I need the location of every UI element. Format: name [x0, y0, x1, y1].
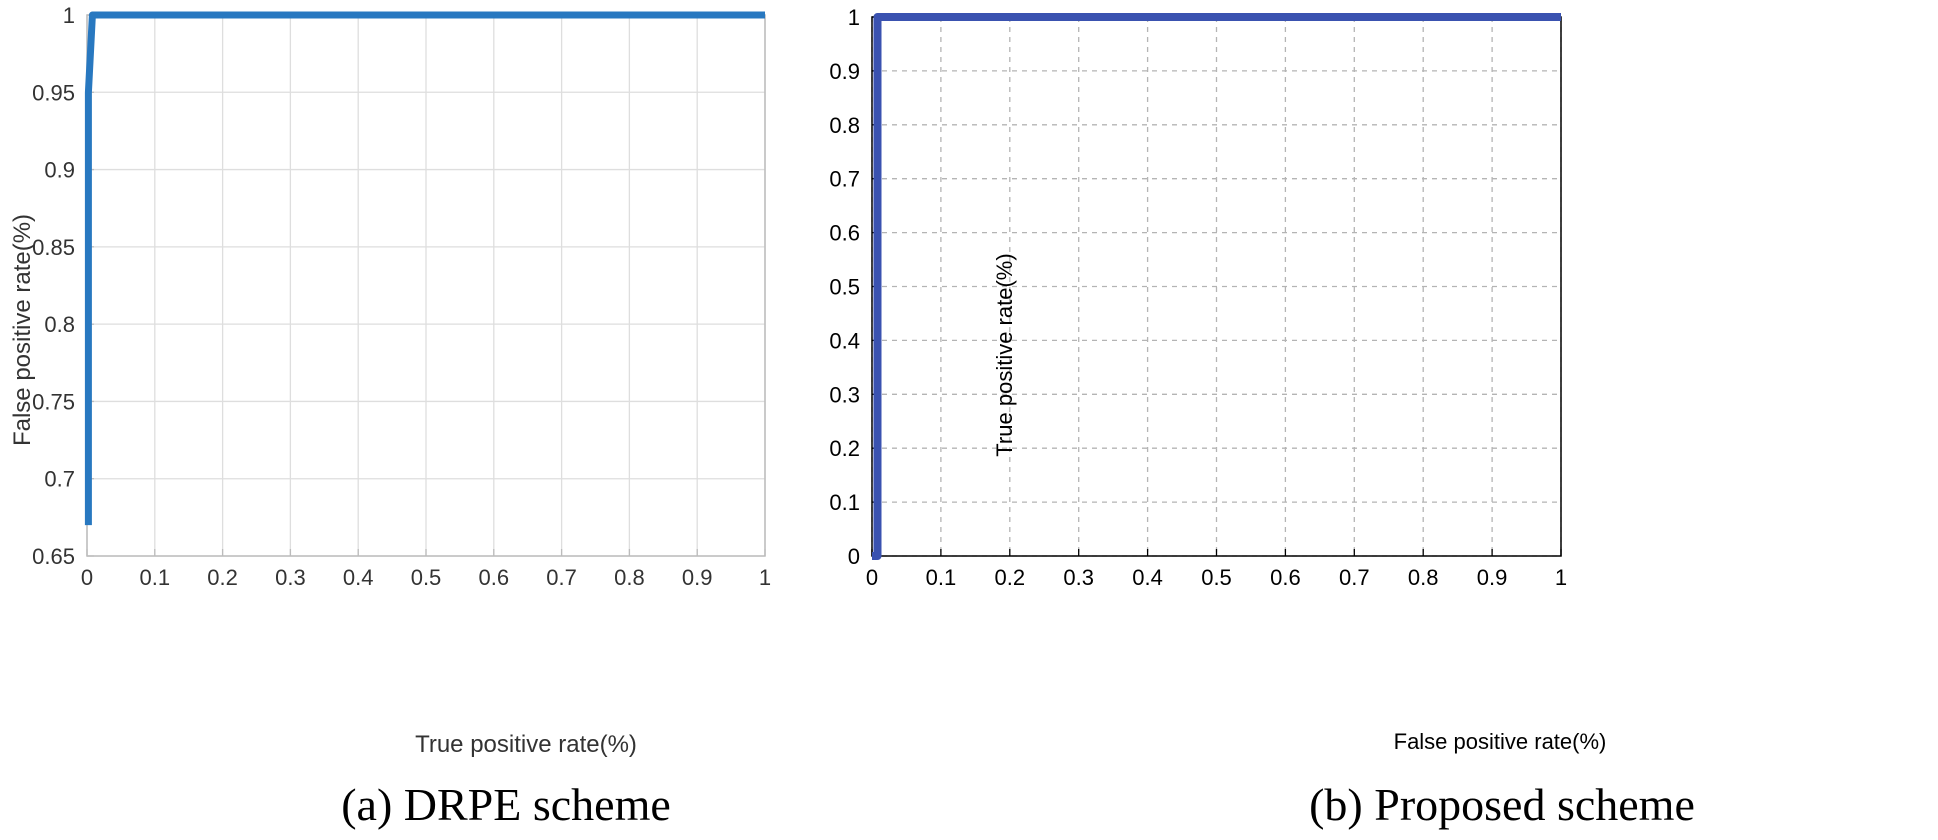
chart-b-ytick-label: 0.8 [829, 113, 860, 138]
chart-b-xtick-label: 0.1 [926, 565, 957, 590]
chart-a-grid [86, 14, 766, 557]
chart-b-xtick-label: 1 [1555, 565, 1567, 590]
chart-b-xtick-label: 0.2 [995, 565, 1026, 590]
chart-b-ytick-label: 0.4 [829, 328, 860, 353]
chart-a-drpe: True positive rate(%) False positive rat… [9, 3, 771, 830]
chart-a-ytick-label: 1 [63, 3, 75, 28]
chart-a-xtick-label: 0.1 [140, 565, 171, 590]
chart-b-ytick-label: 0.7 [829, 167, 860, 192]
chart-b-ytick-label: 0.1 [829, 490, 860, 515]
chart-a-ytick-label: 0.65 [32, 544, 75, 569]
chart-a-xtick-label: 0.4 [343, 565, 374, 590]
chart-b-xtick-label: 0.7 [1339, 565, 1370, 590]
chart-b-ytick-label: 0.5 [829, 275, 860, 300]
chart-a-xtick-label: 1 [759, 565, 771, 590]
chart-a-xtick-label: 0 [81, 565, 93, 590]
chart-b-ytick-label: 0.9 [829, 59, 860, 84]
chart-a-ytick-label: 0.95 [32, 80, 75, 105]
chart-b-xtick-label: 0.9 [1477, 565, 1508, 590]
chart-b-xtick-label: 0.6 [1270, 565, 1301, 590]
chart-b-ytick-label: 0.2 [829, 436, 860, 461]
chart-a-roc-curve [84, 11, 765, 526]
chart-b-proposed: False positive rate(%) True positive rat… [829, 5, 1694, 830]
chart-a-caption: (a) DRPE scheme [341, 779, 671, 830]
chart-a-xlabel: True positive rate(%) [415, 731, 637, 758]
chart-a-xtick-label: 0.7 [546, 565, 577, 590]
chart-b-roc-curve [872, 13, 1561, 560]
chart-b-xtick-label: 0 [866, 565, 878, 590]
chart-b-ytick-label: 0.6 [829, 221, 860, 246]
chart-b-xlabel: False positive rate(%) [1394, 729, 1607, 754]
chart-a-ylabel: False positive rate(%) [9, 214, 36, 446]
chart-b-xtick-label: 0.3 [1063, 565, 1094, 590]
chart-b-ytick-label: 0.3 [829, 382, 860, 407]
chart-a-ytick-label: 0.8 [44, 312, 75, 337]
chart-b-grid [871, 16, 1562, 557]
chart-b-ylabel: True positive rate(%) [992, 253, 1017, 456]
chart-a-xtick-label: 0.2 [207, 565, 238, 590]
chart-b-xtick-label: 0.4 [1132, 565, 1163, 590]
chart-a-xtick-label: 0.5 [411, 565, 442, 590]
chart-b-ytick-label: 1 [848, 5, 860, 30]
chart-a-xtick-label: 0.9 [682, 565, 713, 590]
chart-a-ytick-label: 0.75 [32, 389, 75, 414]
chart-b-xtick-label: 0.5 [1201, 565, 1232, 590]
chart-a-ytick-label: 0.7 [44, 467, 75, 492]
chart-a-xtick-label: 0.3 [275, 565, 306, 590]
chart-a-ytick-label: 0.9 [44, 158, 75, 183]
chart-a-xtick-label: 0.8 [614, 565, 645, 590]
chart-a-ytick-label: 0.85 [32, 235, 75, 260]
chart-b-ytick-label: 0 [848, 544, 860, 569]
chart-b-xtick-label: 0.8 [1408, 565, 1439, 590]
chart-b-caption: (b) Proposed scheme [1309, 779, 1695, 830]
chart-a-xtick-label: 0.6 [479, 565, 510, 590]
